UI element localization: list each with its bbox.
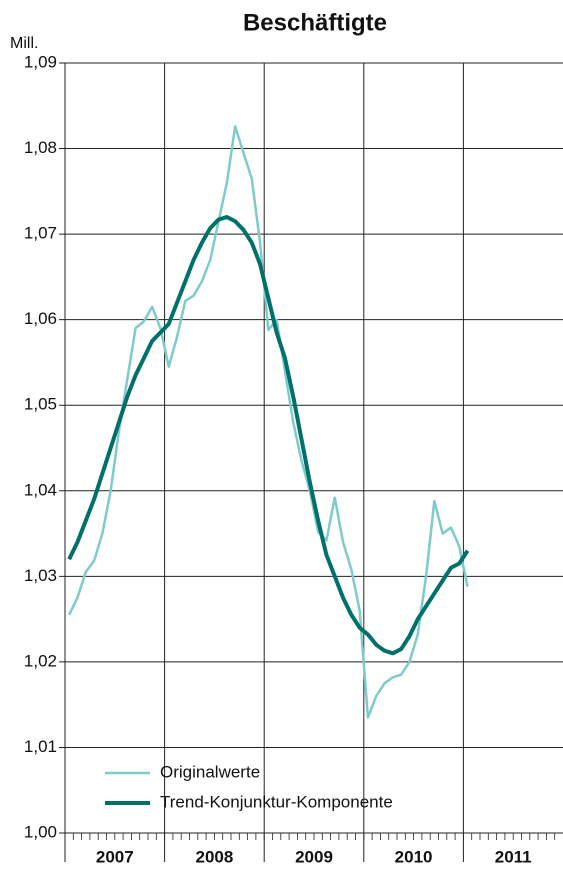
series-line [68,125,469,719]
y-tick-label: 1,02 [24,651,57,670]
y-tick-label: 1,00 [24,822,57,841]
x-group-label: 2010 [395,847,433,866]
y-tick-label: 1,07 [24,224,57,243]
y-tick-label: 1,08 [24,138,57,157]
x-group-label: 2011 [495,847,532,866]
y-tick-label: 1,06 [24,309,57,328]
y-tick-label: 1,09 [24,52,57,71]
y-tick-label: 1,01 [24,737,57,756]
x-group-label: 2009 [295,847,333,866]
series-line [67,215,470,656]
y-tick-label: 1,03 [24,566,57,585]
legend-label: Originalwerte [160,762,260,781]
y-tick-label: 1,05 [24,395,57,414]
x-group-label: 2008 [195,847,233,866]
y-tick-label: 1,04 [24,480,57,499]
chart-title: Beschäftigte [243,9,387,36]
legend-label: Trend-Konjunktur-Komponente [160,792,393,811]
y-unit: Mill. [10,35,38,52]
x-group-label: 2007 [96,847,134,866]
